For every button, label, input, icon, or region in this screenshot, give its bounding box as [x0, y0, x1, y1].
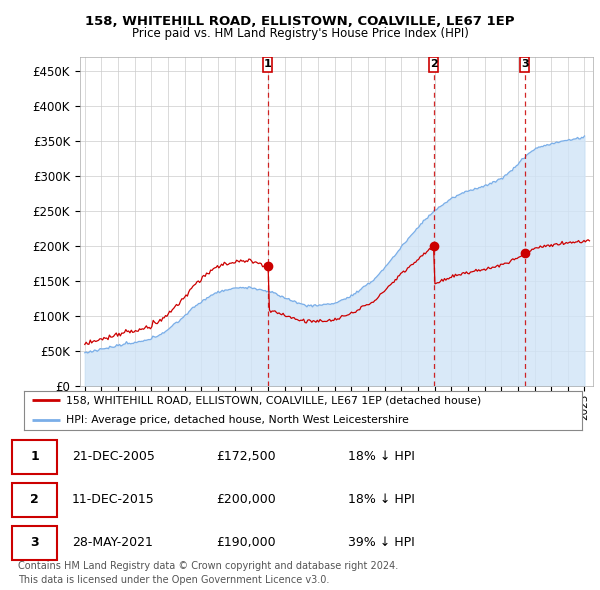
FancyBboxPatch shape	[263, 57, 272, 72]
Text: 1: 1	[30, 450, 39, 463]
Text: £190,000: £190,000	[216, 536, 275, 549]
FancyBboxPatch shape	[12, 526, 57, 559]
Text: 39% ↓ HPI: 39% ↓ HPI	[348, 536, 415, 549]
Text: 28-MAY-2021: 28-MAY-2021	[72, 536, 153, 549]
Text: 3: 3	[521, 59, 529, 69]
Text: 2: 2	[30, 493, 39, 506]
FancyBboxPatch shape	[520, 57, 529, 72]
Text: 2: 2	[430, 59, 437, 69]
FancyBboxPatch shape	[429, 57, 438, 72]
FancyBboxPatch shape	[12, 440, 57, 474]
Text: £200,000: £200,000	[216, 493, 276, 506]
Text: 3: 3	[30, 536, 39, 549]
FancyBboxPatch shape	[12, 483, 57, 517]
Text: HPI: Average price, detached house, North West Leicestershire: HPI: Average price, detached house, Nort…	[66, 415, 409, 425]
Text: Contains HM Land Registry data © Crown copyright and database right 2024.
This d: Contains HM Land Registry data © Crown c…	[18, 561, 398, 585]
Text: 1: 1	[263, 59, 271, 69]
Text: 158, WHITEHILL ROAD, ELLISTOWN, COALVILLE, LE67 1EP: 158, WHITEHILL ROAD, ELLISTOWN, COALVILL…	[85, 15, 515, 28]
Text: £172,500: £172,500	[216, 450, 275, 463]
Text: 158, WHITEHILL ROAD, ELLISTOWN, COALVILLE, LE67 1EP (detached house): 158, WHITEHILL ROAD, ELLISTOWN, COALVILL…	[66, 395, 481, 405]
Text: Price paid vs. HM Land Registry's House Price Index (HPI): Price paid vs. HM Land Registry's House …	[131, 27, 469, 40]
Text: 11-DEC-2015: 11-DEC-2015	[72, 493, 155, 506]
Text: 21-DEC-2005: 21-DEC-2005	[72, 450, 155, 463]
Text: 18% ↓ HPI: 18% ↓ HPI	[348, 450, 415, 463]
Text: 18% ↓ HPI: 18% ↓ HPI	[348, 493, 415, 506]
